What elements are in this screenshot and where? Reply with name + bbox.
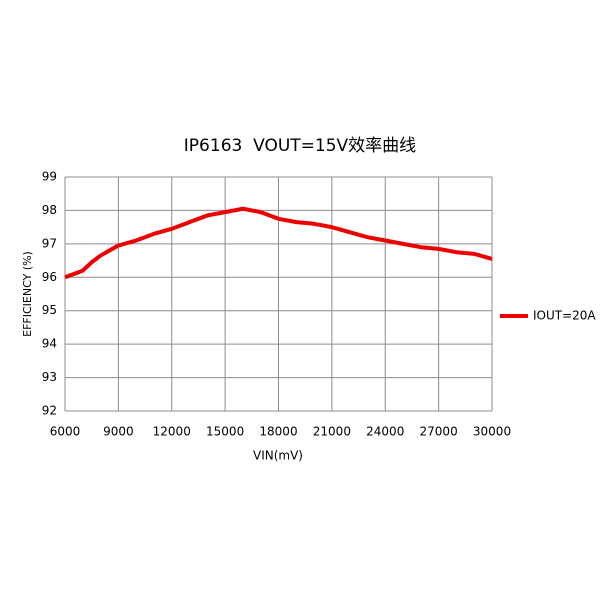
y-tick-label: 98	[42, 203, 57, 217]
legend-label: IOUT=20A	[533, 309, 596, 323]
x-tick-label: 24000	[366, 425, 404, 439]
x-tick-label: 6000	[50, 425, 81, 439]
y-tick-label: 92	[42, 404, 57, 418]
chart-title: IP6163 VOUT=15V效率曲线	[184, 136, 416, 156]
y-tick-label: 99	[42, 170, 57, 184]
data-line	[64, 206, 493, 280]
x-tick-label: 9000	[103, 425, 134, 439]
x-axis-label: VIN(mV)	[253, 449, 303, 463]
x-tick-label: 30000	[473, 425, 511, 439]
y-tick-label: 94	[42, 337, 57, 351]
x-tick-label: 18000	[259, 425, 297, 439]
y-tick-label: 93	[42, 370, 57, 384]
y-tick-label: 97	[42, 236, 57, 250]
y-tick-label: 95	[42, 303, 57, 317]
x-tick-label: 21000	[313, 425, 351, 439]
x-tick-label: 27000	[420, 425, 458, 439]
y-tick-label: 96	[42, 270, 57, 284]
y-axis-label: EFFICIENCY (%)	[21, 251, 34, 337]
x-tick-label: 12000	[153, 425, 191, 439]
x-tick-label: 15000	[206, 425, 244, 439]
